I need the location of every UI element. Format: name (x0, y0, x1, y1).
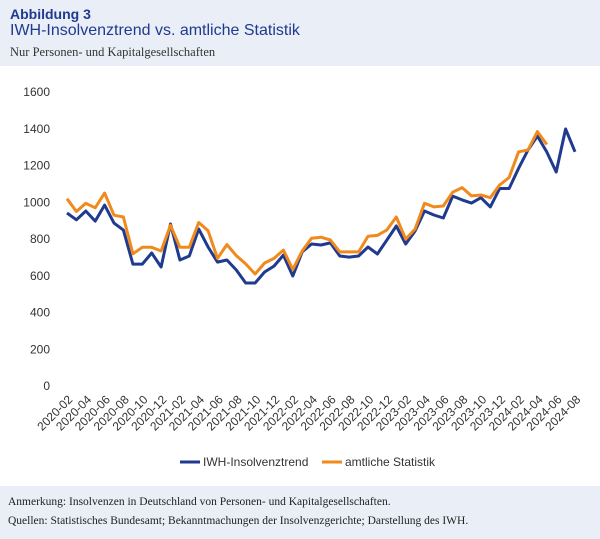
y-tick-label: 800 (30, 232, 50, 246)
y-tick-label: 0 (43, 379, 50, 393)
figure-label: Abbildung 3 (10, 6, 91, 22)
note: Anmerkung: Insolvenzen in Deutschland vo… (8, 496, 391, 508)
legend-label: amtliche Statistik (345, 455, 436, 469)
y-tick-label: 600 (30, 269, 50, 283)
y-tick-label: 200 (30, 342, 50, 356)
y-tick-label: 1600 (23, 85, 50, 99)
y-tick-label: 1400 (23, 122, 50, 136)
chart-panel (0, 66, 600, 486)
y-tick-label: 400 (30, 306, 50, 320)
y-tick-label: 1000 (23, 195, 50, 209)
chart-title: IWH-Insolvenztrend vs. amtliche Statisti… (10, 22, 300, 39)
legend-label: IWH-Insolvenztrend (203, 455, 308, 469)
source: Quellen: Statistisches Bundesamt; Bekann… (8, 515, 469, 527)
line-series (65, 130, 549, 276)
chart-subtitle: Nur Personen- und Kapitalgesellschaften (10, 45, 216, 59)
line-series (66, 127, 577, 285)
y-tick-label: 1200 (23, 159, 50, 173)
